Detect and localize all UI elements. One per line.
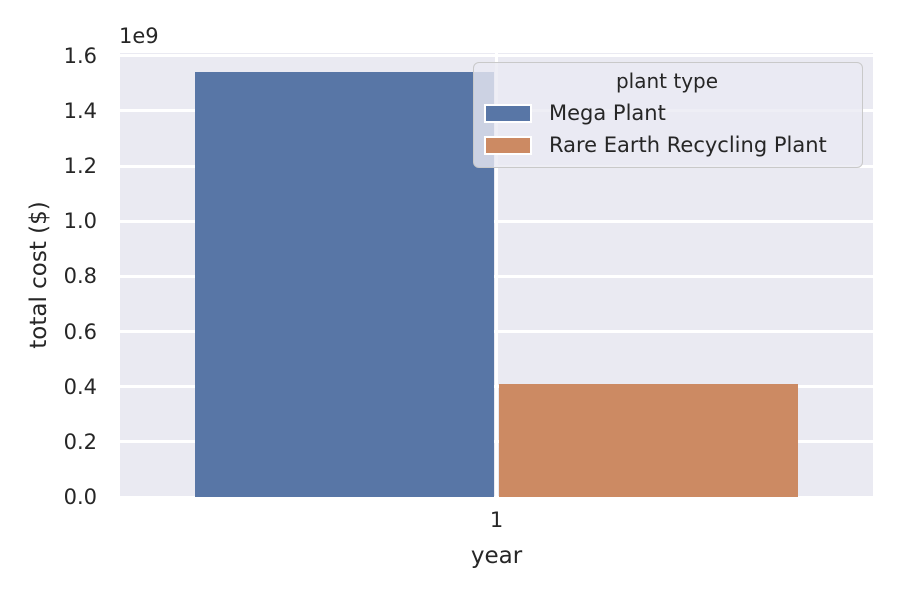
y-axis-tick-label: 0.8 [63, 264, 97, 289]
legend: plant type Mega Plant Rare Earth Recyclin… [473, 62, 863, 168]
legend-item-mega-plant: Mega Plant [484, 100, 850, 126]
bar-mega-plant [195, 72, 495, 497]
y-axis-tick-label: 1.0 [63, 209, 97, 234]
y-axis-tick-labels: 0.0 0.2 0.4 0.6 0.8 1.0 1.2 1.4 1.6 [0, 44, 97, 509]
y-axis-tick-label: 0.0 [63, 485, 97, 509]
legend-swatch [484, 103, 532, 123]
y-axis-tick-label: 0.6 [63, 319, 97, 344]
bar-rare-earth-recycling-plant [498, 383, 798, 497]
x-axis-label: year [470, 543, 523, 569]
y-axis-tick-label: 0.4 [63, 374, 97, 399]
y-axis-tick-label: 1.2 [63, 154, 97, 179]
y-axis-tick-label: 1.4 [63, 98, 97, 123]
y-axis-offset-label: 1e9 [119, 24, 159, 48]
legend-label: Mega Plant [549, 101, 666, 125]
y-axis-label: total cost ($) [26, 201, 52, 349]
x-axis-tick-label: 1 [489, 508, 504, 532]
y-axis-tick-label: 1.6 [63, 43, 97, 68]
y-axis-tick-label: 0.2 [63, 429, 97, 454]
legend-items: Mega Plant Rare Earth Recycling Plant [484, 100, 850, 158]
gridline [495, 53, 498, 497]
legend-item-rare-earth-recycling-plant: Rare Earth Recycling Plant [484, 132, 850, 158]
legend-swatch [484, 135, 532, 155]
legend-title: plant type [615, 69, 719, 93]
legend-label: Rare Earth Recycling Plant [549, 133, 827, 157]
